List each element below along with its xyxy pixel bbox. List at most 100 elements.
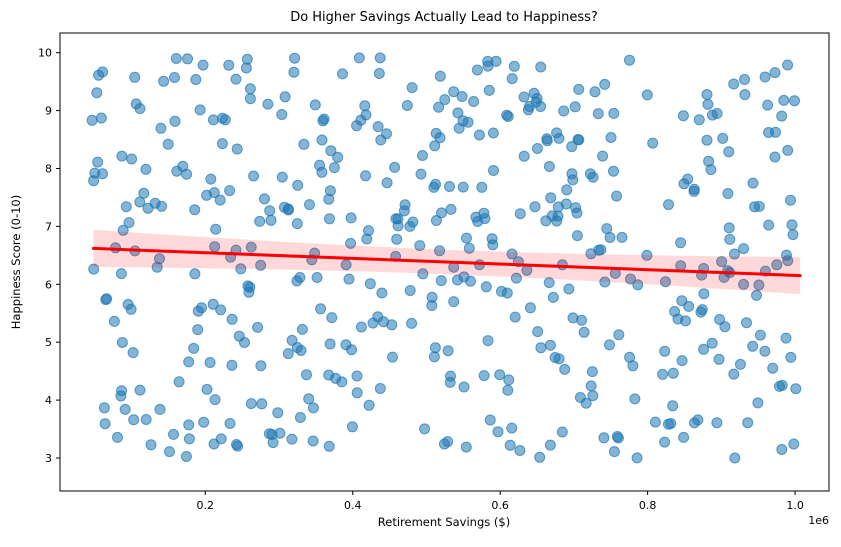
scatter-point xyxy=(762,99,774,111)
scatter-point xyxy=(436,207,447,219)
scatter-point xyxy=(119,403,131,415)
scatter-point xyxy=(324,338,336,350)
scatter-point xyxy=(210,223,222,235)
scatter-point xyxy=(189,268,201,280)
scatter-point xyxy=(769,67,781,79)
scatter-point xyxy=(461,232,472,244)
scatter-point xyxy=(753,279,765,291)
scatter-point xyxy=(372,311,384,323)
scatter-point xyxy=(304,199,315,211)
scatter-point xyxy=(789,95,800,107)
scatter-point xyxy=(706,337,718,349)
scatter-point xyxy=(487,239,499,251)
scatter-point xyxy=(434,132,446,144)
scatter-point xyxy=(616,231,628,243)
scatter-point xyxy=(112,431,123,443)
scatter-point xyxy=(434,70,446,82)
scatter-point xyxy=(625,273,636,285)
scatter-point xyxy=(444,181,455,192)
scatter-point xyxy=(381,177,393,189)
scatter-point xyxy=(463,242,475,254)
scatter-point xyxy=(316,134,328,146)
scatter-point xyxy=(435,275,447,287)
scatter-point xyxy=(154,253,165,265)
scatter-point xyxy=(239,337,250,348)
scatter-point xyxy=(128,414,140,426)
scatter-point xyxy=(372,121,384,133)
scatter-point xyxy=(100,294,112,306)
scatter-point xyxy=(514,208,526,220)
scatter-point xyxy=(551,127,563,139)
x-axis-label: Retirement Savings ($) xyxy=(378,515,510,529)
scatter-point xyxy=(324,213,335,225)
scatter-point xyxy=(346,421,358,433)
scatter-point xyxy=(346,344,357,356)
scatter-point xyxy=(224,418,236,429)
scatter-point xyxy=(741,317,752,329)
scatter-point xyxy=(478,370,490,382)
scatter-point xyxy=(663,199,674,211)
scatter-point xyxy=(781,249,792,261)
scatter-point xyxy=(337,68,348,80)
scatter-point xyxy=(531,92,543,104)
scatter-point xyxy=(541,135,553,147)
scatter-point xyxy=(169,115,181,127)
scatter-point xyxy=(279,91,291,103)
scatter-point xyxy=(688,185,700,197)
scatter-point xyxy=(168,428,179,440)
scatter-point xyxy=(543,277,555,289)
scatter-point xyxy=(245,398,257,410)
scatter-point xyxy=(667,367,679,379)
scatter-point xyxy=(676,355,688,367)
y-tick-label: 6 xyxy=(45,278,52,291)
scatter-point xyxy=(706,109,718,121)
scatter-point xyxy=(115,268,127,280)
scatter-point xyxy=(292,179,304,191)
scatter-point xyxy=(488,165,499,176)
scatter-point xyxy=(678,178,690,190)
scatter-point xyxy=(566,141,578,153)
scatter-point xyxy=(374,52,386,64)
scatter-point xyxy=(473,129,485,141)
scatter-point xyxy=(99,418,111,430)
scatter-point xyxy=(585,380,597,392)
scatter-point xyxy=(404,285,416,296)
scatter-point xyxy=(373,68,385,79)
scatter-point xyxy=(130,98,142,110)
scatter-point xyxy=(265,214,277,226)
scatter-point xyxy=(763,219,775,231)
scatter-point xyxy=(381,128,392,140)
scatter-point xyxy=(701,89,713,100)
x-tick-label: 0.2 xyxy=(196,499,214,512)
scatter-point xyxy=(123,217,135,229)
scatter-point xyxy=(448,296,460,308)
scatter-point xyxy=(531,143,543,154)
scatter-point xyxy=(316,166,328,178)
x-tick-label: 0.6 xyxy=(491,499,509,512)
scatter-point xyxy=(551,215,563,227)
scatter-point xyxy=(545,192,557,204)
scatter-point xyxy=(108,315,120,327)
scatter-point xyxy=(232,440,244,452)
scatter-point xyxy=(336,376,348,388)
scatter-point xyxy=(763,127,775,138)
scatter-point xyxy=(698,288,710,300)
scatter-point xyxy=(698,343,710,355)
scatter-point xyxy=(578,326,590,338)
scatter-point xyxy=(391,233,403,245)
scatter-point xyxy=(553,353,565,365)
scatter-point xyxy=(266,429,278,440)
scatter-point xyxy=(659,345,671,357)
scatter-point xyxy=(298,138,310,150)
scatter-point xyxy=(599,276,611,288)
scatter-point xyxy=(264,205,276,217)
scatter-point xyxy=(433,101,445,113)
scatter-point xyxy=(738,278,750,290)
scatter-point xyxy=(245,241,257,253)
scatter-point xyxy=(476,181,488,193)
scatter-point xyxy=(426,291,438,303)
scatter-point xyxy=(183,433,195,445)
scatter-point xyxy=(364,278,376,290)
scatter-point xyxy=(345,212,357,224)
